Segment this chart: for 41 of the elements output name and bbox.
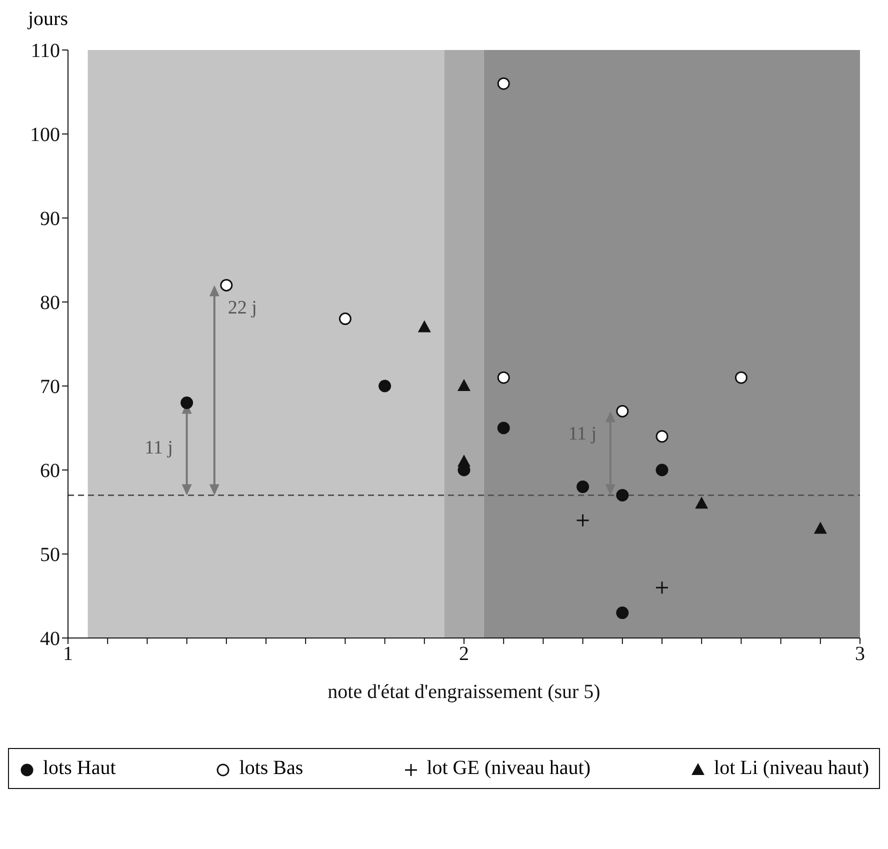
point — [180, 396, 194, 410]
point — [497, 422, 510, 434]
point — [458, 454, 470, 467]
y-tick-label: 80 — [40, 292, 60, 314]
annotation: 11 j — [144, 437, 173, 458]
y-axis-title: jours — [26, 8, 69, 32]
point — [418, 320, 431, 332]
point — [576, 480, 590, 494]
y-tick-label: 40 — [40, 628, 60, 650]
legend-label: lot Li (niveau haut) — [714, 757, 869, 780]
point — [656, 430, 668, 443]
y-tick-label: 90 — [40, 208, 60, 230]
annotation: 11 j — [568, 424, 597, 445]
legend-label: lots Haut — [43, 757, 116, 780]
point — [734, 371, 748, 384]
y-tick-label: 70 — [40, 376, 60, 398]
point — [220, 278, 233, 292]
y-tick-label: 50 — [40, 544, 60, 566]
point — [576, 514, 590, 528]
point — [616, 606, 629, 620]
x-tick-label: 3 — [855, 643, 865, 666]
legend-label: lots Bas — [239, 757, 304, 780]
point — [497, 371, 510, 384]
y-tick-label: 100 — [30, 124, 60, 146]
y-tick-label: 110 — [30, 40, 60, 62]
annotation: 22 j — [228, 298, 257, 319]
point — [814, 522, 827, 534]
point — [616, 488, 629, 502]
point — [616, 404, 629, 418]
x-axis-title: note d'état d'engraissement (sur 5) — [328, 681, 600, 703]
point — [656, 464, 668, 476]
legend-label: lot GE (niveau haut) — [426, 757, 591, 780]
point — [655, 580, 669, 594]
x-tick-label: 2 — [459, 643, 469, 666]
point — [338, 312, 352, 326]
point — [378, 380, 392, 392]
point — [497, 77, 510, 90]
y-tick-label: 60 — [40, 460, 60, 482]
x-tick-label: 1 — [63, 643, 73, 666]
point — [695, 496, 708, 509]
point — [458, 379, 470, 391]
